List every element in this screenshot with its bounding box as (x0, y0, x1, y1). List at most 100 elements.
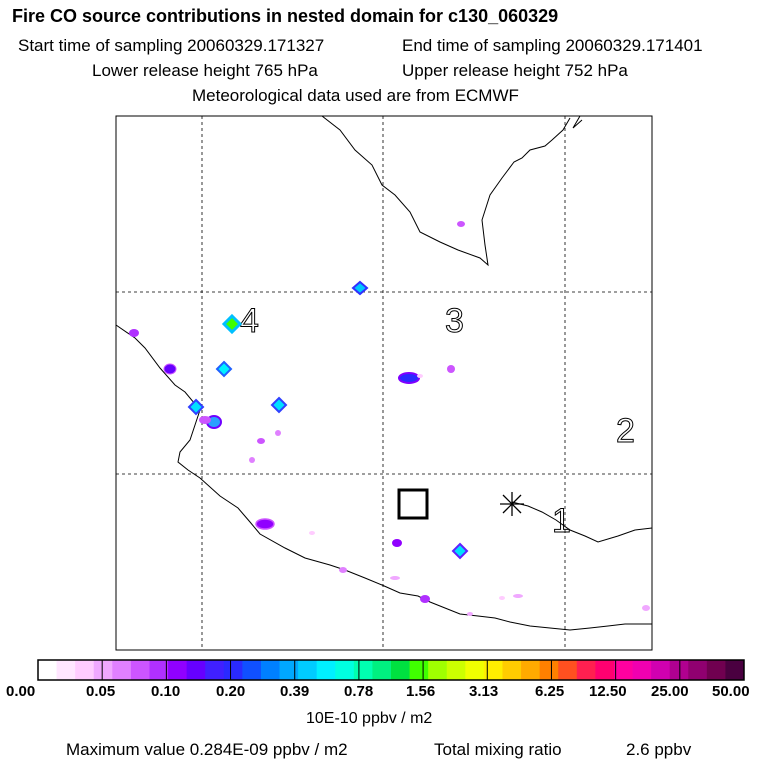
colorbar-swatch (502, 660, 522, 680)
colorbar-tick-label: 0.05 (86, 683, 116, 700)
colorbar-swatch (93, 660, 113, 680)
colorbar-swatch (335, 660, 355, 680)
map-frame (115, 115, 653, 651)
colorbar-tick-label: 0.00 (6, 683, 36, 700)
colorbar-swatch (391, 660, 410, 680)
colorbar-swatch (725, 660, 745, 680)
colorbar-tick-label: 0.20 (216, 683, 246, 700)
colorbar-swatch (576, 660, 596, 680)
colorbar-swatch (669, 660, 689, 680)
receptor-star-marker (500, 492, 524, 516)
source-spot (451, 542, 469, 560)
colorbar-swatch (130, 660, 150, 680)
total-mixing-label: Total mixing ratio (434, 740, 562, 759)
colorbar-swatch (409, 660, 429, 680)
colorbar-frame (37, 659, 745, 681)
colorbar-unit-label: 10E-10 ppbv / m2 (306, 710, 433, 727)
colorbar-tick-label: 0.78 (344, 683, 374, 700)
colorbar-swatch (595, 660, 615, 680)
map-title: Fire CO source contributions in nested d… (12, 6, 559, 26)
source-spot (270, 396, 288, 414)
colorbar-swatch (632, 660, 652, 680)
source-spot (398, 372, 420, 384)
source-spot (513, 594, 523, 598)
colorbar-tick-label: 6.25 (535, 683, 565, 700)
coastline-pacific (115, 324, 652, 631)
colorbar-tick-label: 0.10 (151, 683, 181, 700)
source-spot (351, 280, 369, 296)
colorbar-swatch (186, 660, 206, 680)
source-spots (129, 221, 650, 616)
coastlines (115, 115, 653, 631)
colorbar-swatch (242, 660, 262, 680)
colorbar-tick-label: 0.39 (280, 683, 310, 700)
source-spot (390, 576, 400, 580)
colorbar-swatch (372, 660, 392, 680)
region-labels: 4 3 2 1 (240, 302, 636, 541)
colorbar-swatch (521, 660, 541, 680)
source-spot (417, 374, 423, 378)
colorbar-tick-label: 12.50 (589, 683, 627, 700)
coastline-gulf (321, 115, 571, 267)
colorbar-swatch (112, 660, 132, 680)
source-spot (467, 612, 473, 616)
receptor-box (397, 488, 429, 520)
grid-lines (116, 116, 652, 650)
source-spot (457, 221, 465, 227)
source-spot (215, 360, 233, 378)
source-spot (257, 438, 265, 444)
coastline-ne (572, 115, 583, 129)
colorbar-tick-label: 50.00 (712, 683, 750, 700)
colorbar-swatch (353, 660, 373, 680)
colorbar-swatch (465, 660, 485, 680)
colorbar-swatch (223, 660, 243, 680)
source-spot (129, 329, 139, 337)
colorbar-swatch (149, 660, 169, 680)
map-panel: 4 3 2 1 (115, 115, 653, 651)
colorbar-swatch (428, 660, 448, 680)
source-spot (447, 365, 455, 373)
colorbar-swatch (279, 660, 299, 680)
region-label-2: 2 (616, 412, 635, 450)
colorbar-swatch (75, 660, 95, 680)
total-mixing-value: 2.6 ppbv (626, 740, 692, 759)
source-spot (392, 539, 402, 547)
source-spot (275, 430, 281, 436)
lower-release-label: Lower release height 765 hPa (92, 61, 318, 80)
region-label-3: 3 (445, 302, 464, 340)
colorbar-tick-label: 3.13 (469, 683, 499, 700)
end-time-label: End time of sampling 20060329.171401 (402, 36, 703, 55)
colorbar-tick-label: 1.56 (406, 683, 436, 700)
colorbar (37, 659, 745, 681)
colorbar-swatch (651, 660, 671, 680)
colorbar-swatch (316, 660, 336, 680)
colorbar-swatch (613, 660, 633, 680)
colorbar-swatch (205, 660, 225, 680)
start-time-label: Start time of sampling 20060329.171327 (18, 36, 325, 55)
source-spot (199, 416, 211, 424)
colorbar-swatch (688, 660, 708, 680)
source-spot (249, 457, 255, 463)
colorbar-swatch (298, 660, 318, 680)
colorbar-swatch (260, 660, 280, 680)
source-spot (642, 605, 650, 611)
colorbar-tick-label: 25.00 (651, 683, 689, 700)
maximum-value-label: Maximum value 0.284E-09 ppbv / m2 (66, 740, 348, 759)
colorbar-swatch (168, 660, 188, 680)
source-spot (221, 313, 243, 335)
colorbar-swatch (446, 660, 466, 680)
source-spot (163, 363, 177, 375)
source-spot (499, 596, 505, 600)
upper-release-label: Upper release height 752 hPa (402, 61, 628, 80)
source-spot (420, 595, 430, 603)
source-spot (339, 567, 347, 573)
colorbar-swatch (38, 660, 57, 680)
source-spot (187, 398, 205, 416)
met-data-label: Meteorological data used are from ECMWF (192, 86, 519, 105)
region-label-1: 1 (552, 502, 571, 540)
colorbar-swatch (483, 660, 503, 680)
source-spot (309, 531, 315, 535)
colorbar-swatch (558, 660, 578, 680)
colorbar-swatch (539, 660, 559, 680)
